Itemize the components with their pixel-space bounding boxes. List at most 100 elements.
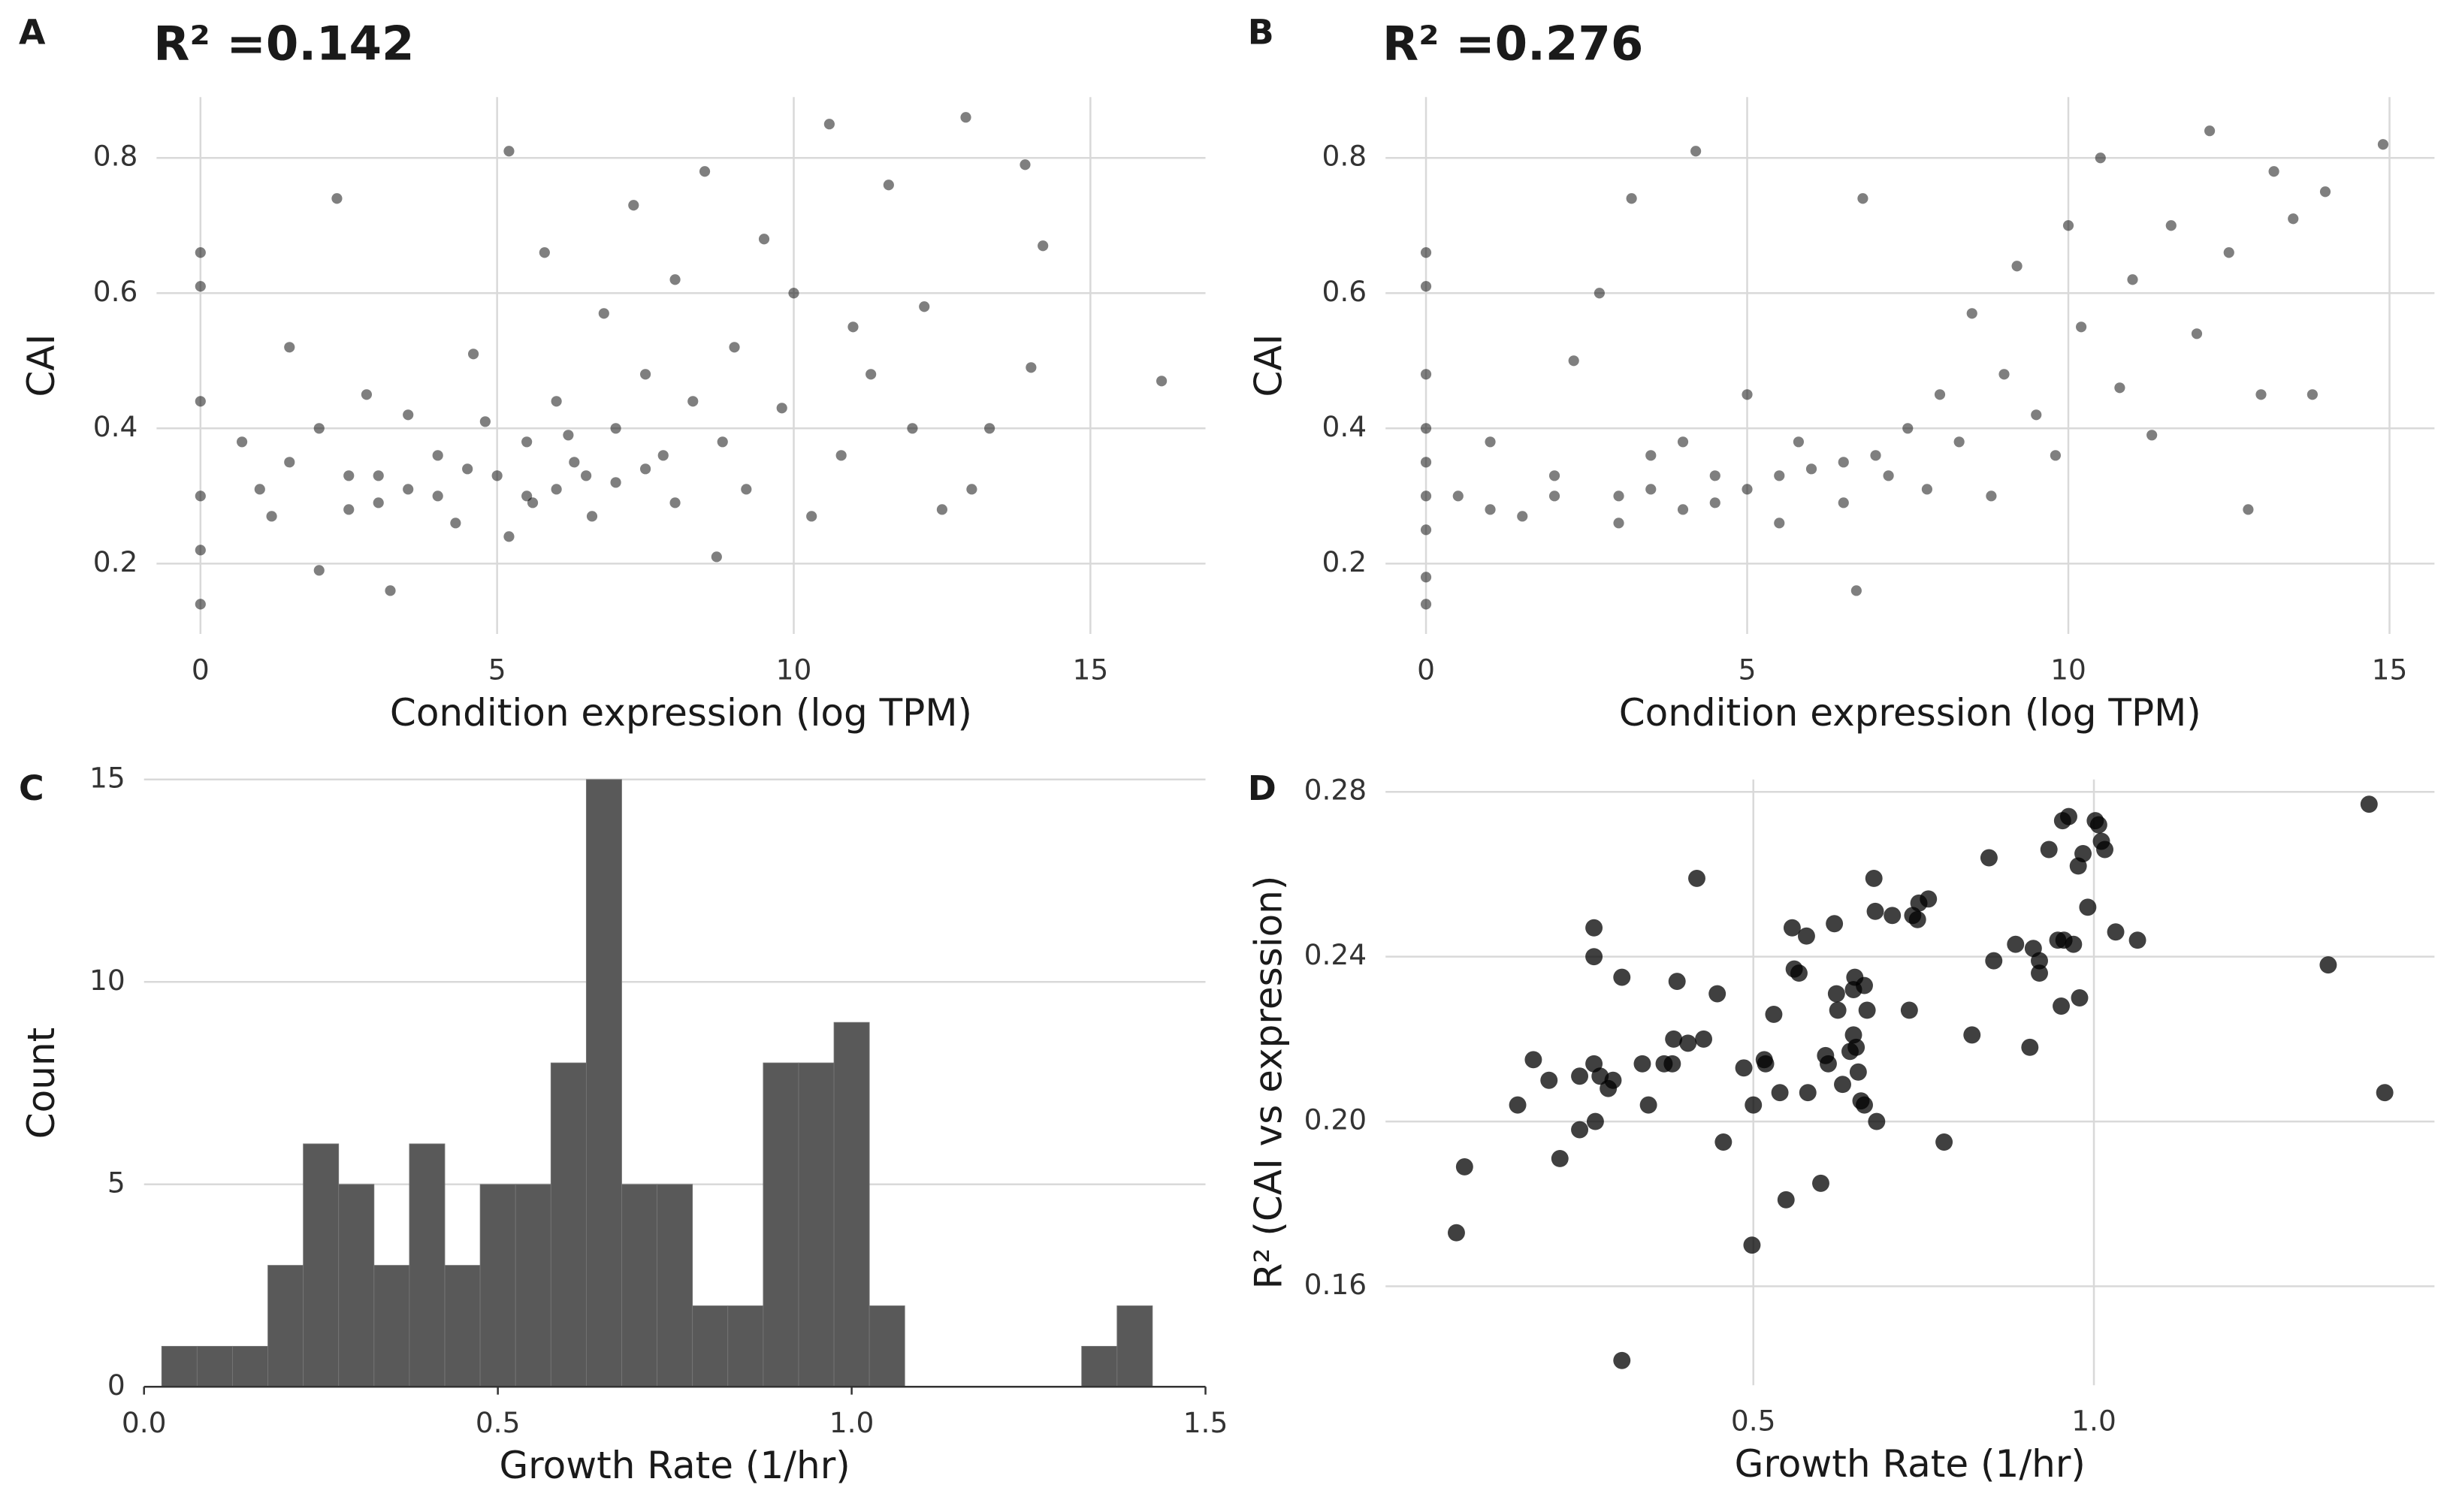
point: [2319, 186, 2331, 198]
point: [1663, 1055, 1681, 1073]
point: [1866, 902, 1884, 920]
point: [1790, 964, 1808, 982]
point: [1604, 1071, 1622, 1089]
point: [1690, 146, 1702, 157]
point: [195, 247, 206, 258]
point: [1858, 1001, 1876, 1019]
x-tick-label: 0: [1417, 653, 1435, 686]
point: [1668, 973, 1686, 991]
point: [598, 308, 609, 319]
point: [2377, 139, 2389, 150]
point: [551, 396, 562, 407]
point: [1626, 193, 1637, 204]
point: [1856, 1096, 1873, 1114]
point: [503, 531, 515, 542]
point: [1420, 490, 1432, 502]
panel-label: B: [1248, 11, 1274, 52]
point: [1793, 436, 1805, 448]
point: [966, 484, 977, 495]
point: [2128, 931, 2146, 949]
point: [373, 497, 384, 509]
x-tick-label: 5: [488, 653, 506, 686]
point: [1743, 1236, 1761, 1254]
point: [1540, 1071, 1558, 1089]
y-tick-label: 0.4: [93, 410, 138, 443]
panel-title: R² =0.142: [153, 17, 414, 71]
point: [835, 450, 847, 461]
panel-label: D: [1248, 768, 1276, 808]
x-tick-label: 0.5: [476, 1406, 521, 1439]
y-axis-title: CAI: [1247, 334, 1291, 397]
bar: [444, 1265, 481, 1387]
point: [2065, 935, 2083, 953]
bar: [727, 1305, 764, 1387]
point: [610, 477, 621, 488]
point: [1645, 484, 1657, 495]
point: [2071, 989, 2089, 1006]
point: [2204, 125, 2216, 137]
bar: [373, 1265, 410, 1387]
point: [1953, 436, 1965, 448]
point: [467, 349, 479, 360]
point: [266, 511, 277, 522]
point: [1805, 463, 1817, 475]
y-axis-title: Count: [20, 1028, 63, 1139]
point: [2255, 389, 2267, 400]
y-tick-label: 0.6: [93, 275, 138, 308]
point: [254, 484, 265, 495]
point: [1799, 1084, 1817, 1102]
point: [1742, 389, 1753, 400]
point: [2095, 152, 2106, 164]
bar: [232, 1345, 268, 1387]
panel-title: R² =0.276: [1382, 17, 1643, 71]
point: [960, 112, 971, 123]
bar: [657, 1184, 693, 1387]
point: [1884, 907, 1902, 925]
bar: [692, 1305, 729, 1387]
point: [2191, 328, 2203, 340]
point: [1420, 457, 1432, 468]
point: [1921, 484, 1932, 495]
point: [2223, 247, 2234, 258]
point: [2074, 845, 2092, 862]
x-tick-label: 0.5: [1731, 1405, 1776, 1438]
point: [195, 490, 206, 502]
point: [1524, 1051, 1542, 1069]
point: [1568, 355, 1579, 367]
point: [586, 511, 598, 522]
point: [1586, 1112, 1604, 1130]
point: [1613, 1351, 1631, 1369]
point: [2031, 952, 2048, 970]
point: [1902, 423, 1914, 434]
point: [1709, 497, 1720, 509]
point: [284, 457, 295, 468]
point: [1709, 470, 1720, 481]
point: [919, 301, 930, 312]
x-tick-label: 10: [2050, 653, 2086, 686]
x-axis-title: Growth Rate (1/hr): [1735, 1442, 2086, 1486]
point: [806, 511, 817, 522]
point: [1633, 1055, 1651, 1073]
point: [1420, 281, 1432, 292]
point: [1900, 1001, 1918, 1019]
point: [284, 342, 295, 353]
point: [343, 470, 355, 481]
point: [2031, 409, 2042, 421]
point: [1571, 1067, 1589, 1085]
point: [2376, 1084, 2394, 1102]
bar: [161, 1345, 198, 1387]
point: [866, 369, 877, 380]
point: [1774, 470, 1785, 481]
point: [639, 369, 651, 380]
point: [1849, 1063, 1867, 1081]
bar: [196, 1345, 233, 1387]
point: [639, 463, 651, 475]
point: [1777, 1191, 1795, 1209]
point: [1591, 1067, 1609, 1085]
point: [657, 450, 669, 461]
point: [1613, 968, 1631, 986]
point: [1156, 376, 1168, 387]
point: [2040, 841, 2058, 859]
point: [343, 504, 355, 515]
point: [2050, 450, 2061, 461]
